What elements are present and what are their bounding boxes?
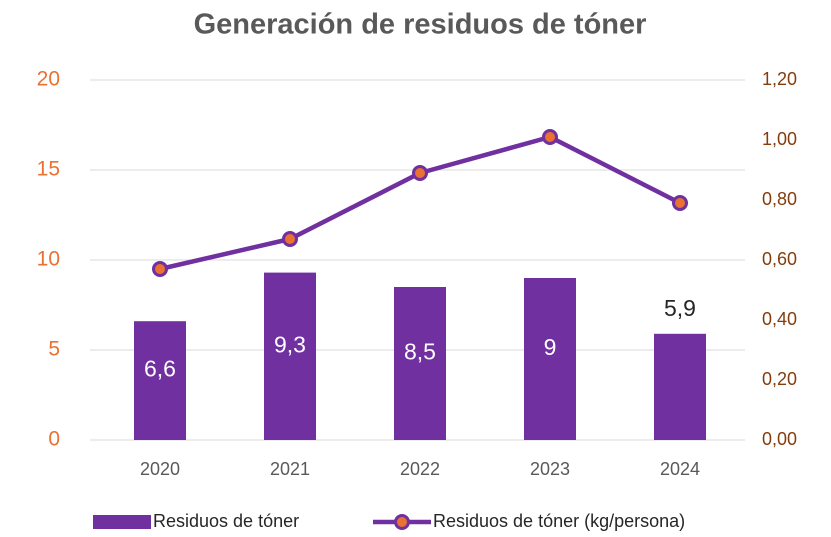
y-tick-label: 10 xyxy=(37,248,60,271)
bar xyxy=(524,278,576,440)
line-marker xyxy=(672,195,688,211)
x-tick-label: 2022 xyxy=(400,459,440,479)
data-label: 6,6 xyxy=(144,356,176,382)
data-label: 9,3 xyxy=(274,331,306,357)
chart-title: Generación de residuos de tóner xyxy=(194,9,647,41)
line-marker xyxy=(152,261,168,277)
x-tick-label: 2020 xyxy=(140,459,180,479)
legend-label: Residuos de tóner xyxy=(153,511,299,531)
y2-tick-label: 0,60 xyxy=(762,249,797,269)
data-label: 8,5 xyxy=(404,339,436,365)
y2-tick-label: 0,40 xyxy=(762,309,797,329)
x-tick-label: 2023 xyxy=(530,459,570,479)
line-marker xyxy=(412,165,428,181)
y-tick-label: 0 xyxy=(48,428,60,451)
data-label: 5,9 xyxy=(664,295,696,321)
line-marker xyxy=(282,231,298,247)
bar xyxy=(134,321,186,440)
bar xyxy=(654,333,706,440)
line-marker xyxy=(542,129,558,145)
bar xyxy=(264,272,316,440)
x-tick-label: 2021 xyxy=(270,459,310,479)
y2-tick-label: 0,80 xyxy=(762,189,797,209)
y2-tick-label: 0,00 xyxy=(762,429,797,449)
y2-tick-label: 1,20 xyxy=(762,69,797,89)
x-tick-label: 2024 xyxy=(660,459,700,479)
line xyxy=(159,134,682,272)
data-label: 9 xyxy=(544,334,557,360)
y2-tick-label: 0,20 xyxy=(762,369,797,389)
y2-tick-label: 1,00 xyxy=(762,129,797,149)
y-tick-label: 20 xyxy=(37,68,60,91)
legend-label: Residuos de tóner (kg/persona) xyxy=(433,511,685,531)
legend-swatch xyxy=(93,515,151,529)
bar xyxy=(394,287,446,440)
y-tick-label: 15 xyxy=(37,158,60,181)
legend-swatch xyxy=(394,514,410,530)
y-tick-label: 5 xyxy=(48,338,60,361)
